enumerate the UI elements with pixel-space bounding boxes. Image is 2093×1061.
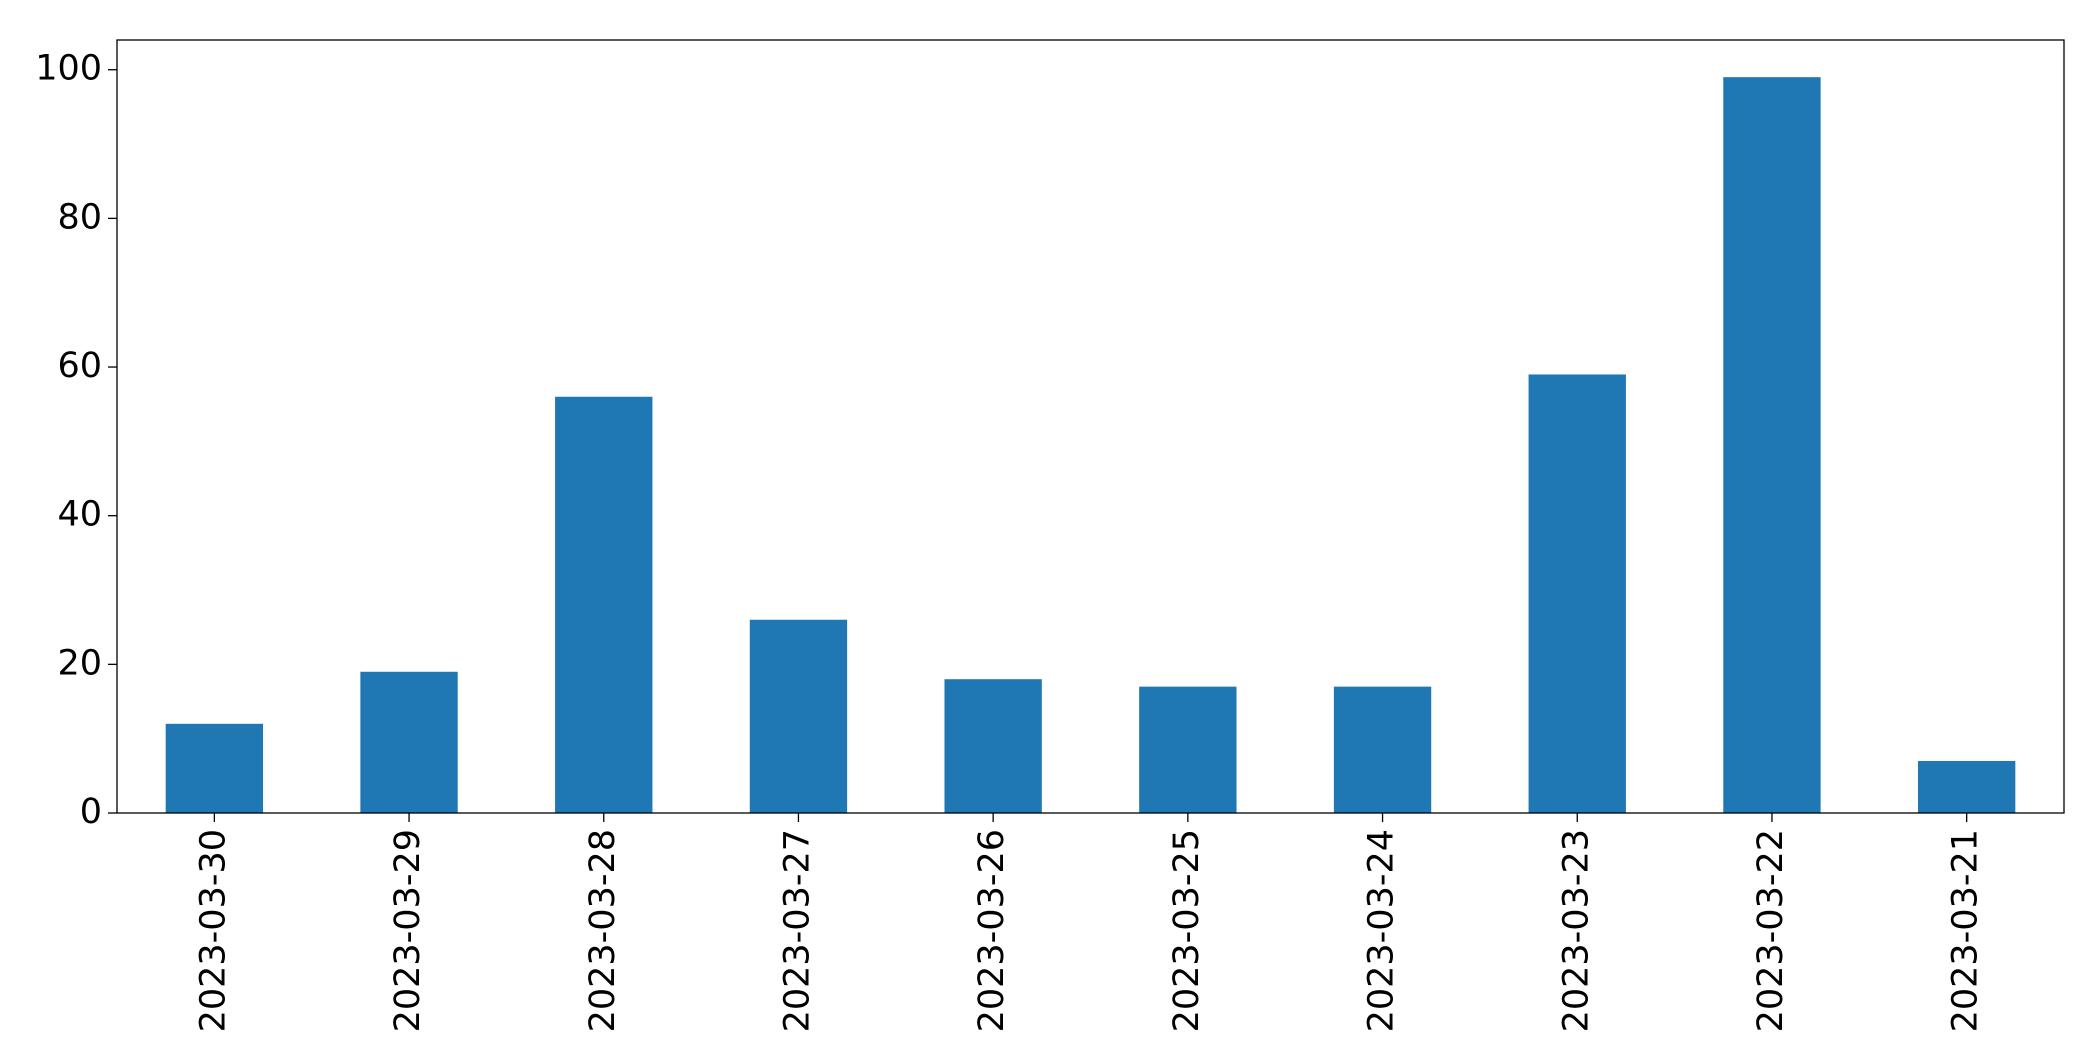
bar	[1723, 77, 1821, 814]
bar	[1333, 686, 1432, 813]
y-tick-label: 100	[35, 49, 102, 89]
x-tick-label: 2023-03-28	[583, 829, 623, 1032]
y-tick-label: 0	[80, 792, 102, 832]
x-tick-label: 2023-03-27	[777, 829, 817, 1032]
x-tick-label: 2023-03-24	[1362, 829, 1402, 1032]
y-tick-label: 40	[57, 495, 102, 535]
bar	[165, 723, 264, 813]
bar	[555, 396, 653, 813]
bar	[1528, 374, 1626, 813]
bar	[1917, 760, 2016, 813]
bar	[360, 671, 458, 813]
x-tick-label: 2023-03-30	[193, 829, 233, 1032]
x-tick-label: 2023-03-22	[1751, 829, 1791, 1032]
bar	[749, 619, 848, 813]
y-tick-label: 20	[57, 643, 102, 683]
bar	[1139, 686, 1237, 813]
plot-frame	[116, 39, 2065, 814]
x-tick-label: 2023-03-26	[972, 829, 1012, 1032]
y-tick-label: 60	[57, 346, 102, 386]
x-tick-label: 2023-03-29	[388, 829, 428, 1032]
x-tick-label: 2023-03-23	[1556, 829, 1596, 1032]
bar	[944, 679, 1042, 813]
x-tick-label: 2023-03-21	[1946, 829, 1986, 1032]
x-tick-label: 2023-03-25	[1167, 829, 1207, 1032]
y-tick-label: 80	[57, 197, 102, 237]
